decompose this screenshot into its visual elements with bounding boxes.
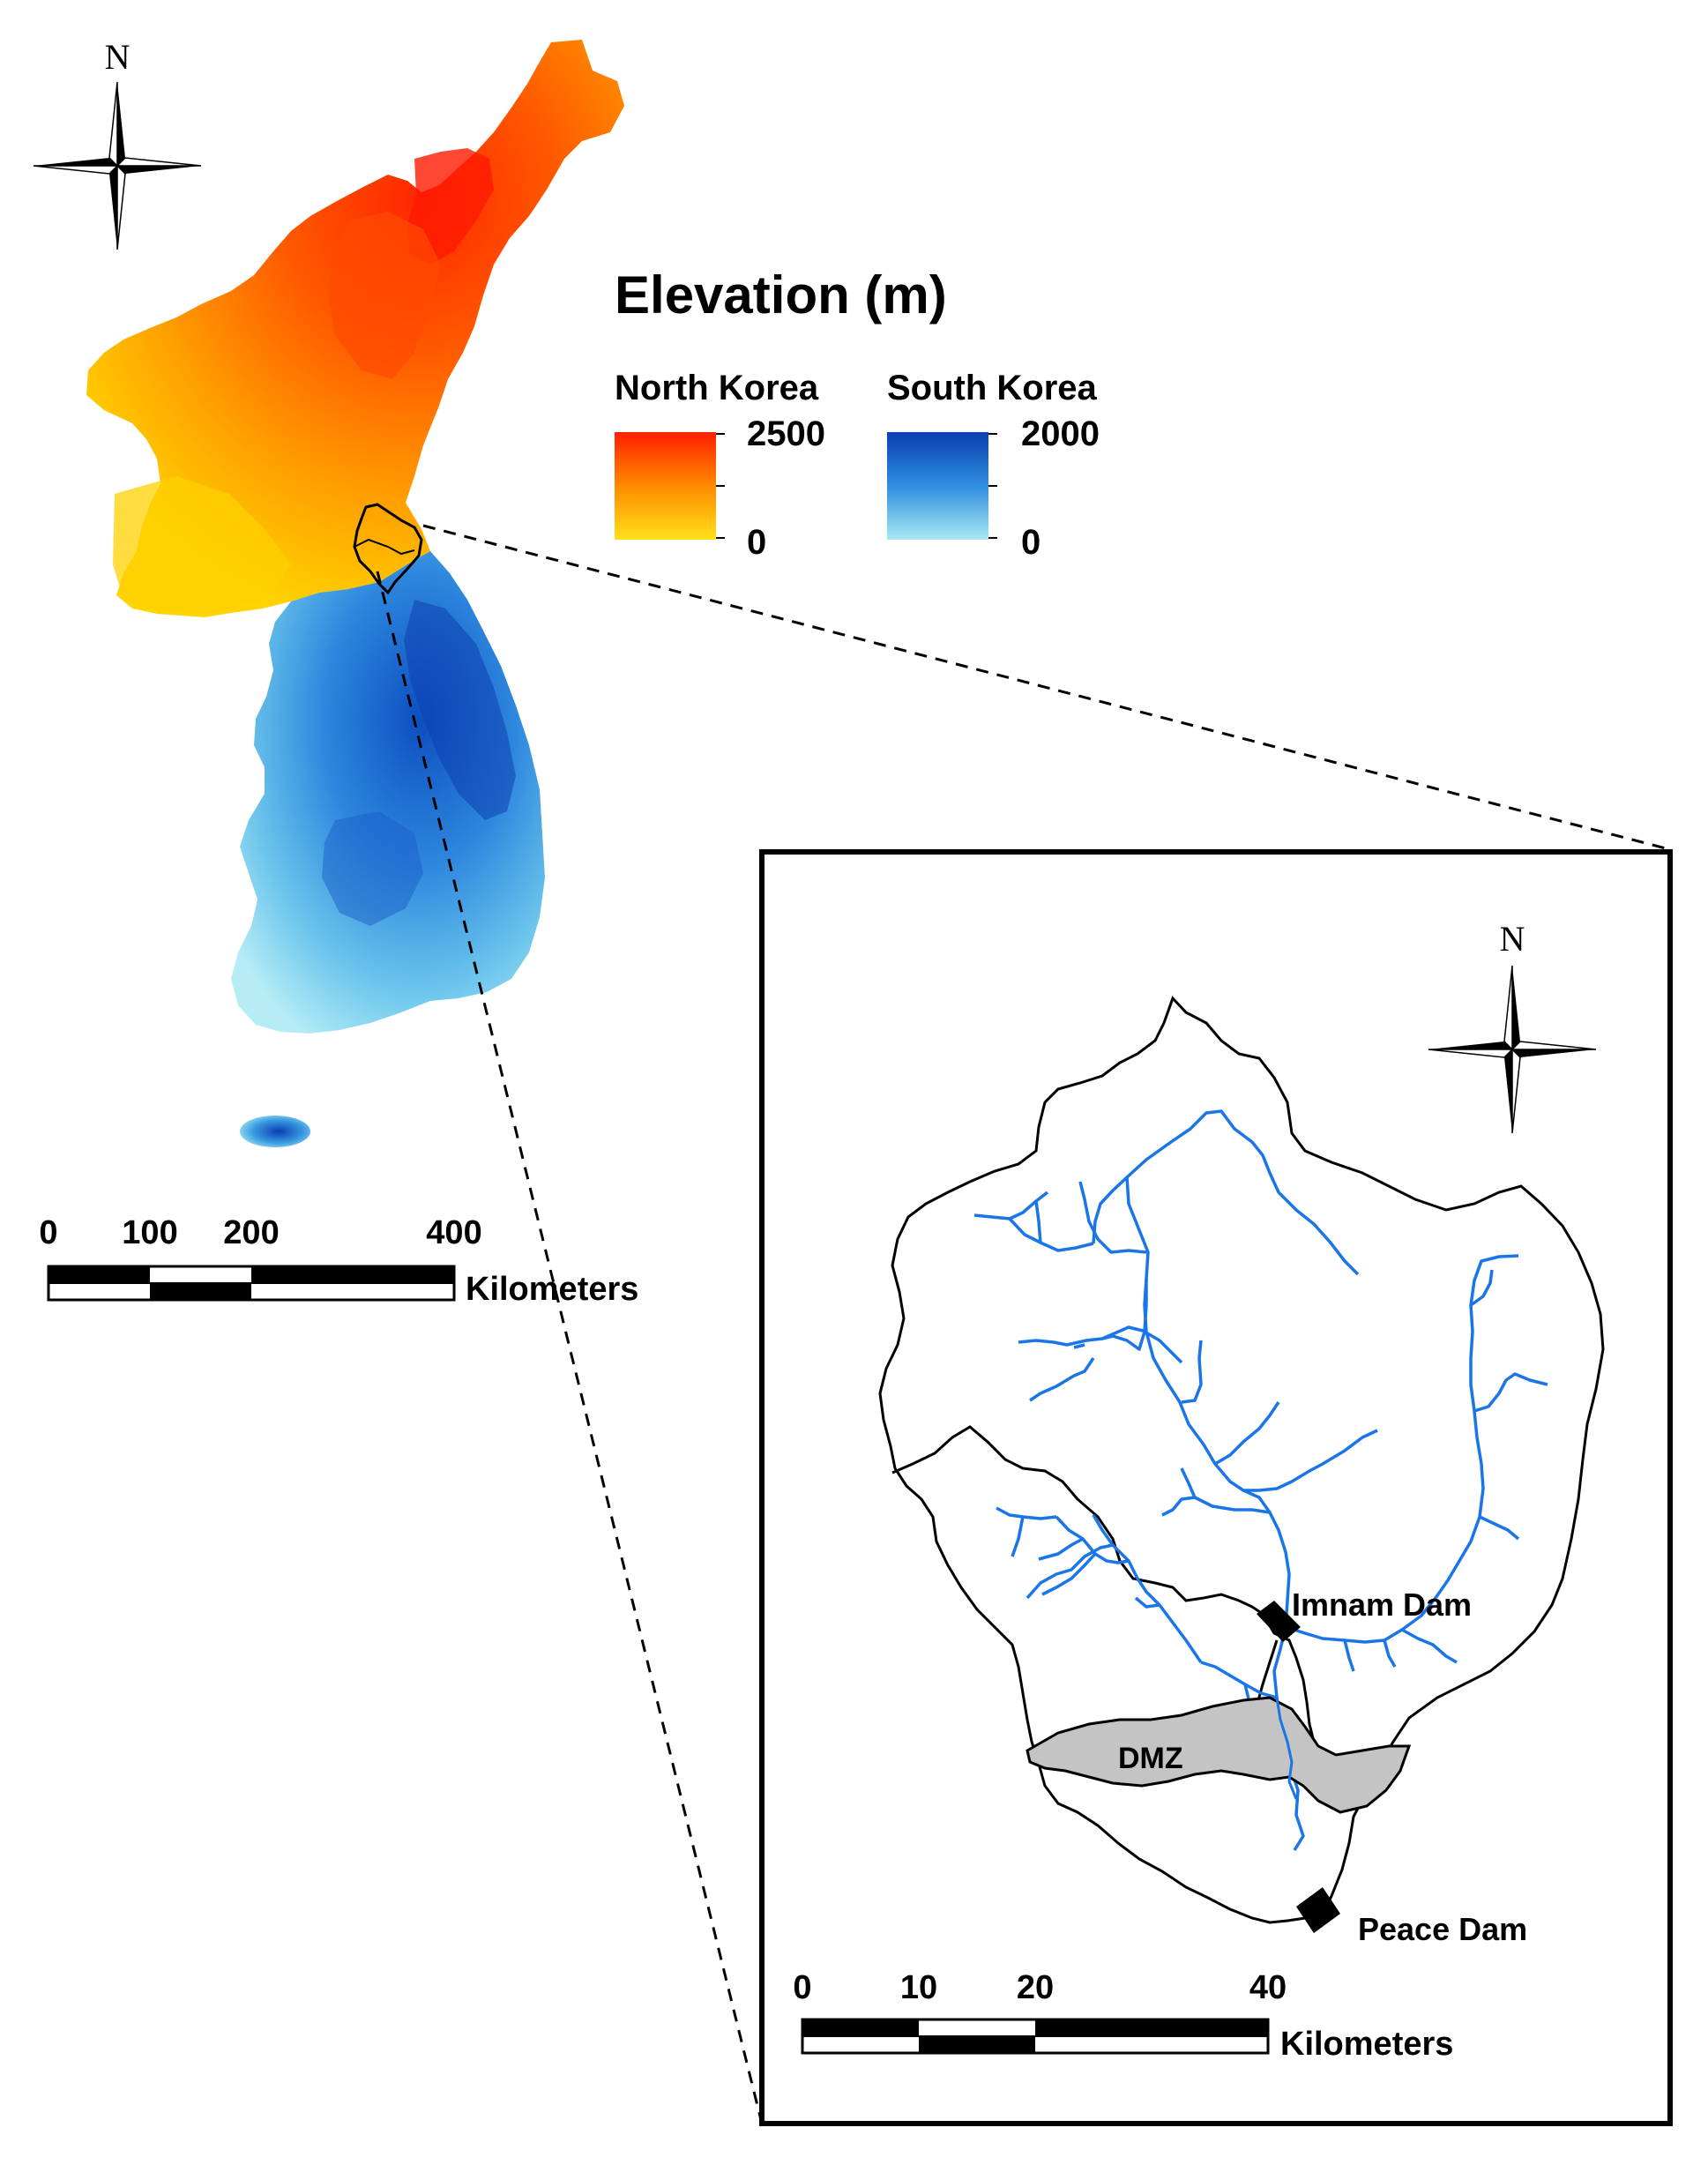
legend-south-min: 0 [1021,523,1040,562]
legend-north-korea-label: North Korea [615,369,819,407]
legend-south-max: 2000 [1021,414,1100,453]
korea-elevation-map: N 0 100 200 400 Kilometers [33,37,638,1308]
elevation-legend: Elevation (m) North Korea South Korea 25… [615,265,1100,562]
peace-dam-marker [1296,1887,1340,1933]
legend-north-max: 2500 [747,414,825,453]
scale-bar-main: 0 100 200 400 Kilometers [39,1214,638,1308]
legend-north-min: 0 [747,523,766,562]
jeju-island [240,1116,310,1147]
inset-scale-tick-0: 0 [793,1969,811,2006]
inset-scale-tick-10: 10 [900,1969,937,2006]
dmz-zone [1026,1696,1412,1814]
south-korea-mountains [404,600,516,820]
legend-title: Elevation (m) [615,265,947,325]
north-label-main: N [105,37,131,77]
scale-tick-100: 100 [122,1214,177,1251]
dmz-label: DMZ [1118,1742,1183,1775]
peace-dam-label: Peace Dam [1358,1911,1527,1947]
zoom-connector-bottom [376,571,764,2124]
legend-south-ramp [887,432,988,540]
north-arrow-inset: N [1428,919,1597,1134]
legend-south-korea-label: South Korea [887,369,1098,407]
south-korea-south-mountains [322,811,423,926]
zoom-connector-top [422,524,1670,851]
scale-tick-200: 200 [223,1214,279,1251]
inset-scale-tick-20: 20 [1017,1969,1054,2006]
imnam-dam-label: Imnam Dam [1292,1586,1472,1623]
legend-north-ramp [615,432,716,540]
inset-scale-tick-40: 40 [1249,1969,1287,2006]
north-label-inset: N [1500,919,1525,959]
scale-bar-inset: 0 10 20 40 Kilometers [793,1969,1453,2063]
inset-scale-unit: Kilometers [1280,2026,1453,2063]
river-network [973,1109,1548,1851]
north-korea-mid-ridge [328,212,441,379]
inset-map: Imnam Dam DMZ Peace Dam N 0 10 20 40 K [759,849,1673,2126]
study-area-inner [354,538,415,556]
scale-tick-400: 400 [426,1214,481,1251]
scale-tick-0: 0 [39,1214,57,1251]
watershed-boundary [878,996,1605,1924]
study-area-outline [353,503,423,595]
north-korea-west-lowland [113,476,291,614]
north-arrow-main: N [33,37,202,250]
sub-basin-divide [891,1425,1316,1743]
imnam-dam-marker [1257,1601,1301,1642]
north-korea-high-ridge [407,148,494,265]
